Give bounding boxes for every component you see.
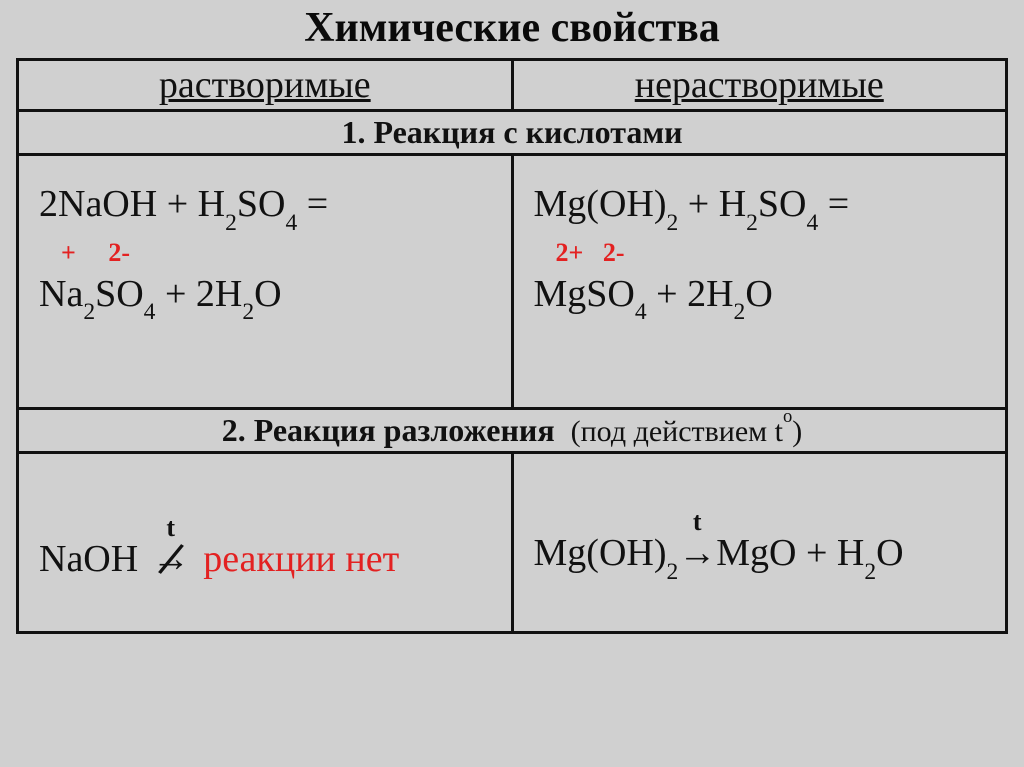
eq-s1-left-2: Na2SO4 + 2H2O <box>39 272 495 322</box>
properties-table: растворимые нерастворимые 1. Реакция с к… <box>16 58 1008 634</box>
section-2-left: NaOH t → реакции нет <box>18 453 513 633</box>
charges-s1-left: + 2- <box>39 238 495 268</box>
section-2-heading: 2. Реакция разложения (под действием to) <box>18 409 1007 453</box>
slide: Химические свойства растворимые нераство… <box>0 0 1024 767</box>
section-2-heading-note: (под действием to) <box>571 415 803 448</box>
struck-arrow: → <box>148 537 194 581</box>
section-1-right: Mg(OH)2 + H2SO4 = 2+ 2- MgSO4 + 2H2O <box>512 155 1007 409</box>
eq-s1-right-2: MgSO4 + 2H2O <box>534 272 990 322</box>
section-2-right: Mg(OH)2 t → MgO + H2O <box>512 453 1007 633</box>
section-1-left: 2NaOH + H2SO4 = + 2- Na2SO4 + 2H2O <box>18 155 513 409</box>
no-reaction-text: реакции нет <box>203 538 399 580</box>
column-header-left: растворимые <box>18 60 513 111</box>
slide-title: Химические свойства <box>0 0 1024 58</box>
eq-s1-left-1: 2NaOH + H2SO4 = <box>39 182 495 232</box>
arrow-struck: t → <box>148 537 194 581</box>
eq-s1-right-1: Mg(OH)2 + H2SO4 = <box>534 182 990 232</box>
t-label-right: t <box>693 507 702 537</box>
charges-s1-right: 2+ 2- <box>534 238 990 268</box>
arrow-glyph-right: → <box>678 532 716 574</box>
lhs-s2-left: NaOH <box>39 538 138 580</box>
slash-icon <box>148 543 194 577</box>
section-2-heading-text: 2. Реакция разложения <box>222 412 555 448</box>
section-1-heading: 1. Реакция с кислотами <box>18 111 1007 155</box>
eq-s2-right: Mg(OH)2 t → MgO + H2O <box>534 531 990 581</box>
column-header-right: нерастворимые <box>512 60 1007 111</box>
arrow-over-t-right: t → <box>678 531 716 575</box>
eq-s2-left: NaOH t → реакции нет <box>39 537 495 581</box>
